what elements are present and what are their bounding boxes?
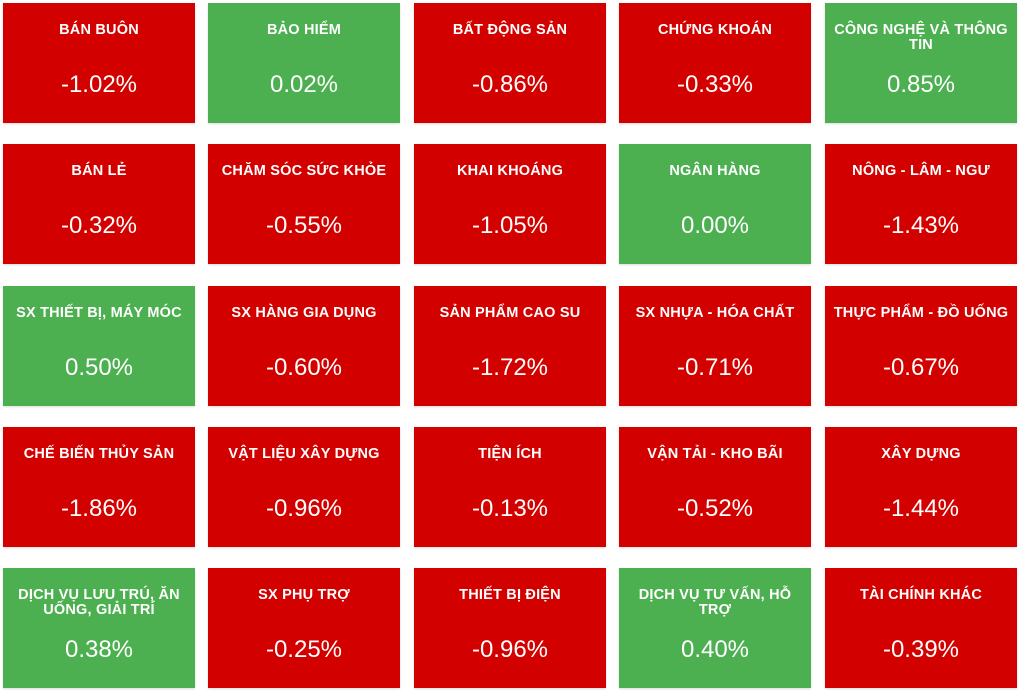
sector-change-value: -0.86% xyxy=(471,71,549,98)
sector-name: VẬN TẢI - KHO BÃI xyxy=(647,446,783,462)
sector-name: XÂY DỰNG xyxy=(881,446,961,462)
sector-tile[interactable]: XÂY DỰNG -1.44% xyxy=(825,427,1017,547)
sector-name: TÀI CHÍNH KHÁC xyxy=(859,587,982,603)
sector-name: DỊCH VỤ LƯU TRÚ, ĂN UỐNG, GIẢI TRÍ xyxy=(18,587,180,618)
sector-tile[interactable]: NGÂN HÀNG 0.00% xyxy=(619,144,811,264)
sector-change-value: -1.02% xyxy=(60,71,138,98)
sector-change-value: 0.40% xyxy=(680,636,750,663)
sector-change-value: -1.05% xyxy=(471,212,549,239)
sector-change-value: 0.85% xyxy=(886,71,956,98)
sector-change-value: -0.52% xyxy=(676,495,754,522)
sector-name: SX NHỰA - HÓA CHẤT xyxy=(635,305,795,321)
sector-name: BẢO HIỂM xyxy=(266,22,342,38)
sector-change-value: -0.96% xyxy=(471,636,549,663)
sector-change-value: -0.71% xyxy=(676,354,754,381)
sector-tile[interactable]: VẬN TẢI - KHO BÃI -0.52% xyxy=(619,427,811,547)
sector-name: DỊCH VỤ TƯ VẤN, HỖ TRỢ xyxy=(638,587,792,618)
sector-change-value: -0.39% xyxy=(882,636,960,663)
sector-change-value: 0.50% xyxy=(64,354,134,381)
sector-change-value: -0.32% xyxy=(60,212,138,239)
sector-name: VẬT LIỆU XÂY DỰNG xyxy=(228,446,380,462)
sector-tile[interactable]: SX PHỤ TRỢ -0.25% xyxy=(208,568,400,688)
sector-tile[interactable]: TIỆN ÍCH -0.13% xyxy=(414,427,606,547)
sector-change-value: -0.33% xyxy=(676,71,754,98)
sector-name: NGÂN HÀNG xyxy=(669,163,761,179)
sector-change-value: 0.02% xyxy=(269,71,339,98)
sector-tile[interactable]: BẤT ĐỘNG SẢN -0.86% xyxy=(414,3,606,123)
sector-name: BẤT ĐỘNG SẢN xyxy=(452,22,568,38)
sector-change-value: 0.38% xyxy=(64,636,134,663)
sector-tile[interactable]: NÔNG - LÂM - NGƯ -1.43% xyxy=(825,144,1017,264)
sector-tile[interactable]: THỰC PHẨM - ĐỒ UỐNG -0.67% xyxy=(825,286,1017,406)
sector-name: BÁN LẺ xyxy=(71,163,127,179)
sector-change-value: -0.13% xyxy=(471,495,549,522)
sector-name: THỰC PHẨM - ĐỒ UỐNG xyxy=(833,305,1009,321)
sector-name: CHỨNG KHOÁN xyxy=(657,22,773,38)
sector-name: SẢN PHẨM CAO SU xyxy=(439,305,581,321)
sector-name: SX THIẾT BỊ, MÁY MÓC xyxy=(16,305,182,321)
sector-name: NÔNG - LÂM - NGƯ xyxy=(852,163,990,179)
sector-tile[interactable]: DỊCH VỤ LƯU TRÚ, ĂN UỐNG, GIẢI TRÍ 0.38% xyxy=(3,568,195,688)
sector-change-value: -0.55% xyxy=(265,212,343,239)
sector-tile[interactable]: CHẾ BIẾN THỦY SẢN -1.86% xyxy=(3,427,195,547)
sector-name: CÔNG NGHỆ VÀ THÔNG TIN xyxy=(834,22,1008,53)
sector-name: TIỆN ÍCH xyxy=(478,446,542,462)
sector-tile[interactable]: BÁN LẺ -0.32% xyxy=(3,144,195,264)
sector-change-value: -1.86% xyxy=(60,495,138,522)
sector-tile[interactable]: BÁN BUÔN -1.02% xyxy=(3,3,195,123)
sector-tile[interactable]: CÔNG NGHỆ VÀ THÔNG TIN 0.85% xyxy=(825,3,1017,123)
sector-tile[interactable]: CHĂM SÓC SỨC KHỎE -0.55% xyxy=(208,144,400,264)
sector-tile[interactable]: SX THIẾT BỊ, MÁY MÓC 0.50% xyxy=(3,286,195,406)
sector-change-value: -1.44% xyxy=(882,495,960,522)
sector-tile[interactable]: SẢN PHẨM CAO SU -1.72% xyxy=(414,286,606,406)
sector-change-value: -0.96% xyxy=(265,495,343,522)
sector-name: KHAI KHOÁNG xyxy=(456,163,564,179)
sector-tile[interactable]: SX HÀNG GIA DỤNG -0.60% xyxy=(208,286,400,406)
sector-change-value: -0.25% xyxy=(265,636,343,663)
sector-name: BÁN BUÔN xyxy=(59,22,139,38)
sector-name: SX HÀNG GIA DỤNG xyxy=(231,305,377,321)
sector-tile[interactable]: DỊCH VỤ TƯ VẤN, HỖ TRỢ 0.40% xyxy=(619,568,811,688)
sector-change-value: -0.67% xyxy=(882,354,960,381)
sector-tile[interactable]: TÀI CHÍNH KHÁC -0.39% xyxy=(825,568,1017,688)
sector-name: CHĂM SÓC SỨC KHỎE xyxy=(221,163,387,179)
sector-name: SX PHỤ TRỢ xyxy=(258,587,350,603)
sector-tile[interactable]: VẬT LIỆU XÂY DỰNG -0.96% xyxy=(208,427,400,547)
sector-tile[interactable]: KHAI KHOÁNG -1.05% xyxy=(414,144,606,264)
sector-change-value: -1.72% xyxy=(471,354,549,381)
sector-change-value: -0.60% xyxy=(265,354,343,381)
sector-name: THIẾT BỊ ĐIỆN xyxy=(459,587,561,603)
sector-name: CHẾ BIẾN THỦY SẢN xyxy=(23,446,175,462)
sector-tile[interactable]: SX NHỰA - HÓA CHẤT -0.71% xyxy=(619,286,811,406)
sector-change-value: 0.00% xyxy=(680,212,750,239)
sector-tile[interactable]: THIẾT BỊ ĐIỆN -0.96% xyxy=(414,568,606,688)
sector-change-value: -1.43% xyxy=(882,212,960,239)
sector-tile[interactable]: CHỨNG KHOÁN -0.33% xyxy=(619,3,811,123)
sector-tile[interactable]: BẢO HIỂM 0.02% xyxy=(208,3,400,123)
